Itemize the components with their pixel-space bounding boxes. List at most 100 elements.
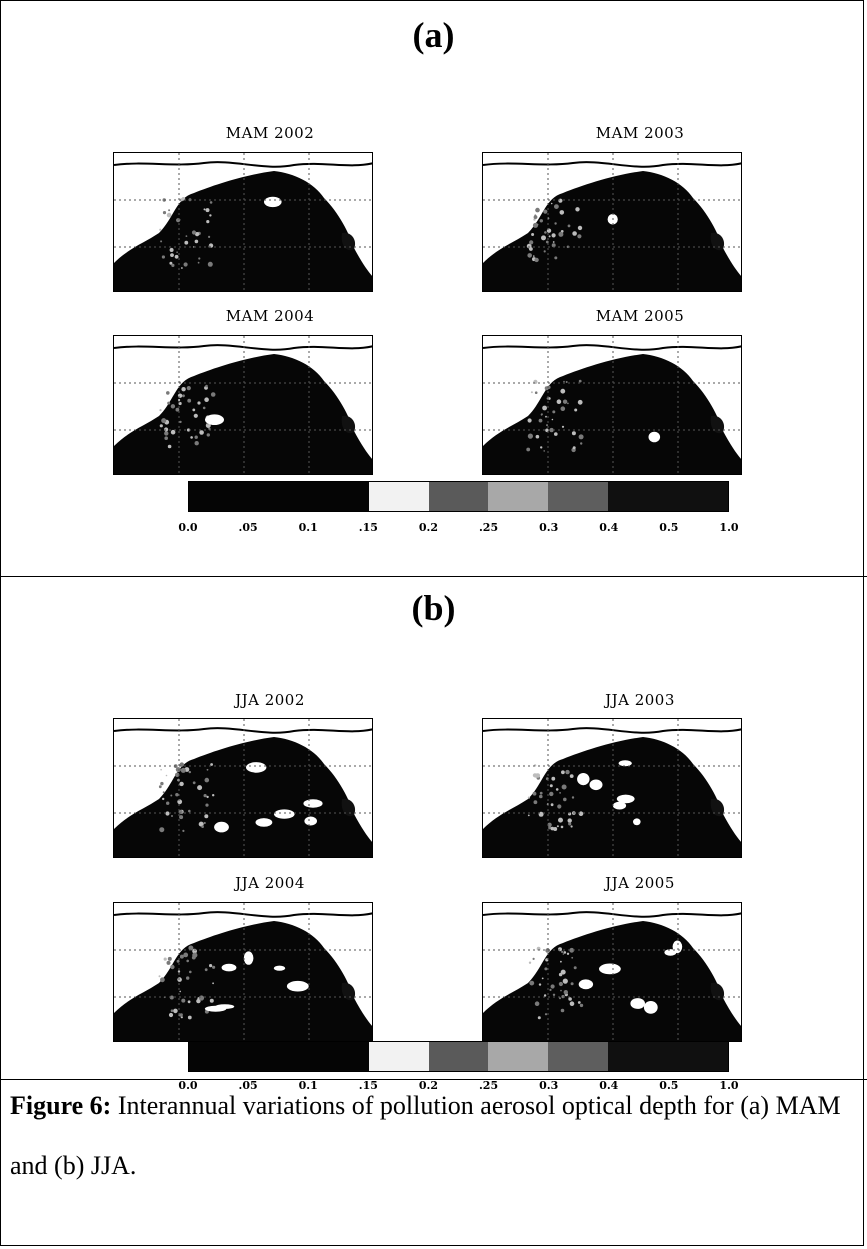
aerosol-patch [560,960,562,963]
no-data-patch [633,818,641,826]
aerosol-patch [194,435,198,439]
no-data-patch [205,414,224,425]
aerosol-patch [558,198,563,203]
aerosol-patch [572,231,577,236]
aerosol-patch [179,990,181,993]
aerosol-patch [158,785,162,789]
aerosol-patch [567,402,569,405]
aerosol-patch [578,811,584,816]
aerosol-patch [170,253,174,257]
aerosol-patch [526,447,531,452]
colorbar-tick-label: 0.1 [298,521,318,534]
aerosol-patch [562,978,568,984]
aerosol-patch [159,228,162,231]
aerosol-patch [166,960,171,965]
land-feature [341,415,356,434]
no-data-patch [648,431,661,443]
colorbar-tick-label: 0.4 [599,1079,619,1092]
aerosol-patch [203,208,206,211]
no-data-patch [618,760,632,767]
aerosol-patch [565,381,568,383]
aerosol-patch [539,794,543,799]
map-graphic [483,153,741,291]
aerosol-patch [159,827,165,833]
colorbar-tick-label: 1.0 [719,521,739,534]
aerosol-patch [532,957,535,960]
aerosol-patch [160,781,164,786]
aerosol-patch [546,228,552,233]
no-data-patch [246,762,267,773]
panel-divider [0,576,867,577]
aerosol-patch [160,768,162,771]
ocean-region [114,354,372,474]
aerosol-patch [555,788,559,791]
aerosol-patch [169,261,173,265]
map-title: JJA 2002 [235,691,305,709]
no-data-patch [274,809,295,819]
aerosol-patch [569,947,575,953]
aerosol-patch [197,785,203,791]
aerosol-patch [553,827,558,831]
no-data-patch [630,998,645,1009]
aerosol-patch [539,219,543,223]
aerosol-patch [173,1008,178,1014]
map-graphic [114,903,372,1041]
aerosol-patch [176,251,178,253]
aerosol-patch [537,1016,541,1020]
aerosol-patch [192,952,198,958]
aerosol-patch [177,977,182,982]
aerosol-patch [558,947,562,952]
aerosol-patch [188,809,191,813]
no-data-patch [304,816,317,826]
aerosol-patch [181,998,186,1003]
aerosol-patch [535,434,540,439]
aerosol-patch [171,263,175,267]
ocean-region [114,737,372,857]
aerosol-patch [559,210,565,215]
aerosol-patch [168,209,171,212]
aerosol-patch [565,769,570,775]
aerosol-patch [187,1000,191,1004]
aerosol-patch [206,768,209,771]
ocean-region [114,171,372,291]
aerosol-patch [551,233,556,238]
map-title: JJA 2004 [235,874,305,892]
aerosol-patch [205,423,211,428]
aerosol-patch [186,959,189,963]
aerosol-patch [181,387,186,392]
colorbar-segment [488,482,549,511]
aerosol-patch [578,434,584,440]
coastline [483,911,741,918]
aerosol-patch [194,239,199,244]
no-data-patch [589,779,603,791]
aerosol-patch [168,1012,174,1018]
aerosol-patch [561,425,565,428]
aerosol-patch [560,825,564,829]
aerosol-patch [554,222,557,225]
aerosol-patch [198,821,204,827]
aerosol-patch [551,243,556,248]
aerosol-patch [202,406,206,410]
aerosol-patch [165,774,168,777]
coastline [114,161,372,168]
colorbar-segment [248,482,309,511]
aerosol-patch [203,794,207,798]
colorbar-tick-label: .05 [238,521,258,534]
colorbar-tick-label: 0.2 [418,1079,439,1092]
colorbar-tick-label: 0.0 [178,521,198,534]
colorbar-tick-label: 0.5 [659,521,679,534]
aerosol-patch [191,230,197,235]
aerosol-patch [196,998,201,1004]
aerosol-patch [162,797,165,801]
aerosol-patch [554,204,559,209]
coastline [483,727,741,734]
land-feature [341,798,356,817]
no-data-patch [255,818,273,827]
aerosol-patch [526,243,532,249]
aerosol-patch [165,811,170,816]
map-graphic [483,719,741,857]
colorbar-segment [668,1042,728,1071]
aerosol-patch [558,817,563,823]
aerosol-patch [159,424,163,428]
